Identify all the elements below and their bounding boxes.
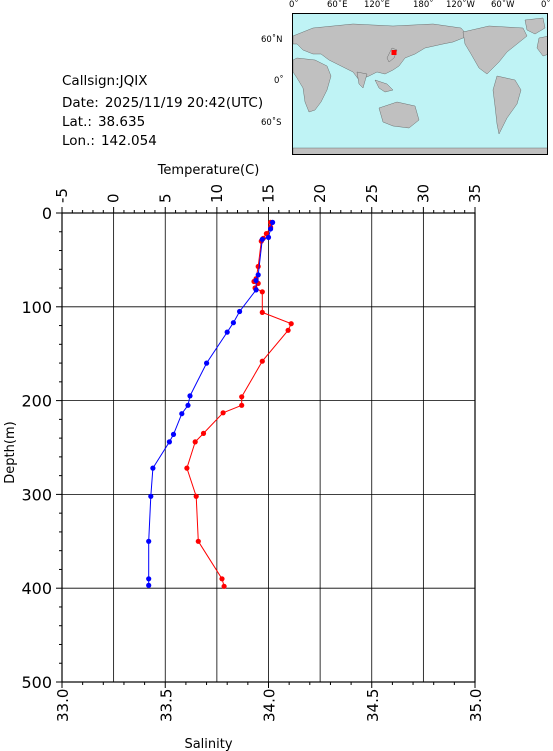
map-lon-tick: 180˚: [413, 0, 434, 10]
temperature-tick-label: -5: [53, 188, 71, 203]
temperature-data-point: [221, 583, 227, 589]
salinity-data-point: [255, 272, 261, 278]
salinity-data-point: [148, 493, 154, 499]
temperature-data-point: [285, 327, 291, 333]
salinity-data-point: [170, 431, 177, 437]
temperature-data-point: [255, 263, 261, 270]
temperature-data-point: [200, 430, 207, 436]
salinity-data-point: [204, 360, 210, 366]
map-lon-tick: 0˚: [541, 0, 551, 10]
land-europe-west: [536, 36, 547, 57]
date-label: Date:: [62, 95, 99, 111]
land-australia: [378, 101, 420, 129]
salinity-tick-label: 33.5: [157, 689, 175, 722]
salinity-data-point: [230, 320, 236, 326]
callsign-value: JQIX: [119, 73, 148, 89]
temperature-data-point: [288, 321, 294, 327]
temperature-tick-label: 15: [260, 184, 278, 203]
temperature-data-point: [219, 576, 225, 582]
callsign-label: Callsign:: [62, 73, 120, 89]
depth-tick-label: 0: [42, 204, 52, 223]
temperature-data-point: [184, 465, 190, 471]
temperature-axis-title: Temperature(C): [157, 163, 260, 178]
map-lon-tick: 60˚E: [327, 0, 348, 10]
land-africa: [293, 57, 332, 113]
salinity-data-point: [179, 411, 185, 417]
depth-axis-title: Depth(m): [3, 421, 18, 483]
map-lon-tick: 60˚W: [491, 0, 515, 10]
temperature-tick-label: 30: [414, 184, 432, 203]
temperature-data-point: [195, 538, 201, 544]
salinity-data-point: [237, 308, 243, 315]
salinity-data-point: [253, 287, 259, 293]
callsign-line: Callsign:JQIX: [62, 73, 148, 89]
lat-label: Lat.:: [62, 114, 92, 130]
temperature-tick-label: 0: [105, 193, 123, 203]
temperature-tick-label: 35: [466, 184, 484, 203]
date-value: 2025/11/19 20:42(UTC): [104, 95, 264, 111]
land-greenland: [524, 17, 546, 35]
lat-line: Lat.: 38.635: [62, 114, 145, 130]
lon-line: Lon.: 142.054: [62, 133, 157, 149]
land-india: [356, 71, 368, 89]
salinity-tick-label: 33.0: [54, 689, 72, 722]
salinity-tick-label: 34.0: [261, 689, 279, 722]
world-map-svg: [293, 17, 547, 154]
salinity-data-point: [187, 393, 193, 399]
date-line: Date: 2025/11/19 20:42(UTC): [62, 95, 263, 111]
salinity-data-point: [146, 576, 152, 582]
salinity-data-point: [224, 329, 230, 335]
temperature-tick-label: 25: [363, 184, 381, 203]
temperature-tick-label: 20: [311, 184, 329, 203]
temperature-data-point: [220, 410, 226, 416]
temperature-data-point: [239, 402, 245, 408]
salinity-data-point: [166, 439, 172, 445]
salinity-data-point: [259, 236, 265, 242]
map-lat-tick: 0˚: [274, 76, 284, 86]
temperature-data-point: [193, 493, 199, 499]
location-map: [292, 13, 548, 155]
salinity-data-point: [150, 465, 156, 471]
temperature-data-point: [239, 394, 245, 400]
map-lat-tick: 60˚S: [261, 118, 282, 128]
lon-label: Lon.:: [62, 133, 95, 149]
salinity-data-point: [146, 538, 152, 544]
land-europe-asia: [293, 23, 469, 81]
salinity-axis-title: Salinity: [184, 737, 232, 751]
depth-tick-label: 500: [21, 673, 52, 692]
temperature-tick-label: 10: [208, 184, 226, 203]
land-north-america: [462, 25, 528, 75]
map-lon-tick: 0˚: [289, 0, 299, 10]
depth-tick-label: 100: [21, 298, 52, 317]
salinity-data-point: [185, 402, 191, 408]
salinity-data-point: [265, 234, 272, 240]
salinity-tick-label: 35.0: [467, 689, 485, 722]
salinity-tick-label: 34.5: [364, 689, 382, 722]
depth-tick-label: 300: [21, 485, 52, 504]
land-se-asia: [374, 79, 394, 93]
salinity-data-point: [268, 226, 274, 232]
temperature-data-point: [192, 439, 198, 445]
temperature-data-point: [259, 309, 265, 315]
lat-value: 38.635: [97, 114, 146, 130]
depth-tick-label: 200: [21, 392, 52, 411]
temperature-tick-label: 5: [156, 193, 174, 203]
temperature-data-point: [259, 289, 265, 295]
map-lon-tick: 120˚W: [446, 0, 475, 10]
salinity-data-point: [253, 277, 259, 284]
temperature-data-point: [259, 358, 265, 364]
depth-tick-label: 400: [21, 579, 52, 598]
lon-value: 142.054: [100, 133, 157, 149]
land-south-america: [492, 75, 522, 135]
salinity-data-point: [146, 582, 152, 589]
temperature-data-point: [263, 231, 269, 237]
station-marker: [391, 50, 397, 55]
map-lon-tick: 120˚E: [364, 0, 390, 10]
land-antarctica: [293, 147, 547, 154]
salinity-data-point: [270, 219, 276, 225]
map-lat-tick: 60˚N: [261, 35, 283, 45]
